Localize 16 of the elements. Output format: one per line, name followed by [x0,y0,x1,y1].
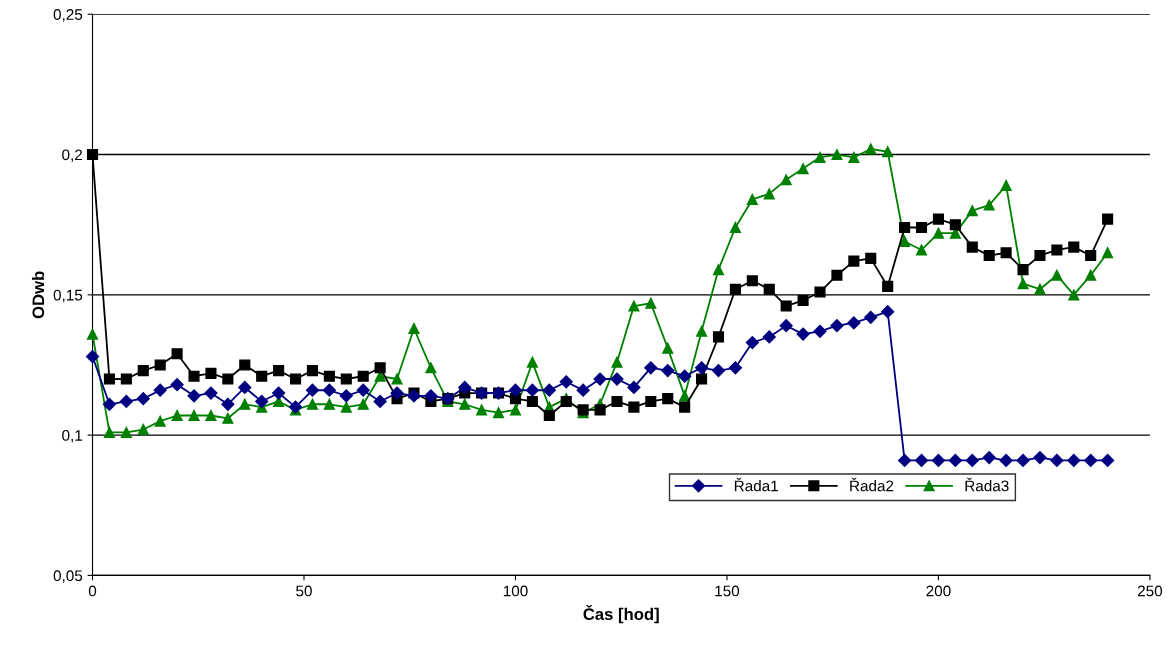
x-tick-label: 0 [88,585,97,597]
y-tick-label: 0,25 [53,9,83,22]
x-axis-title: Čas [hod] [583,604,659,624]
legend-label: Řada2 [850,477,894,492]
y-tick-label: 0,2 [62,149,83,163]
x-tick-label: 200 [926,585,951,597]
x-tick-label: 250 [1137,585,1163,597]
y-tick-label: 0,05 [53,570,83,583]
x-tick-label: 100 [503,585,528,597]
legend-label: Řada1 [734,477,778,492]
y-tick-label: 0,15 [53,289,83,303]
y-tick-label: 0,1 [62,430,83,443]
x-tick-label: 50 [296,585,312,597]
x-tick-label: 150 [715,585,740,597]
y-axis-title: ODwb [31,271,45,319]
legend-label: Řada3 [965,477,1009,492]
